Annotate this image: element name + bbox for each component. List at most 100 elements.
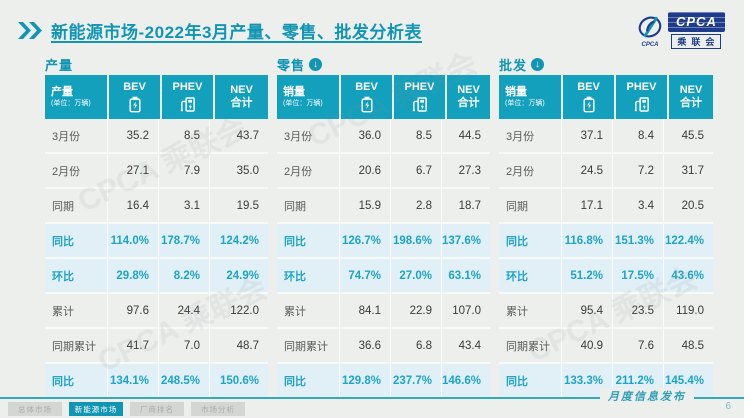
cell-value: 8.2% (158, 259, 209, 292)
table-row: 同比 116.8% 151.3% 122.4% (499, 224, 713, 259)
row-label: 同比 (284, 375, 306, 388)
cell-value: 44.5 (441, 119, 490, 152)
cell-value: 124.2% (209, 224, 268, 257)
page-title: 新能源市场-2022年3月产量、零售、批发分析表 (51, 23, 422, 42)
cpca-swoosh-icon: CPCA (636, 13, 664, 48)
section-title-row: 批发 ↓ (499, 55, 713, 74)
table-row: 累计 97.6 24.4 122.0 (45, 294, 268, 329)
cell-value: 129.8% (339, 364, 390, 397)
header-col-sublabel: 合计 (457, 97, 480, 109)
cell-value: 18.7 (441, 189, 490, 222)
tab-overall[interactable]: 总体市场 (8, 402, 62, 416)
table-row: 2月份 20.6 6.7 27.3 (277, 154, 490, 189)
table-header-row: 产量 (单位：万辆) BEV PHEV NEV 合计 (45, 75, 268, 119)
cell-value: 178.7% (158, 224, 209, 257)
row-label: 累计 (284, 305, 306, 318)
table-row: 环比 74.7% 27.0% 63.1% (277, 259, 490, 294)
cell-value: 7.2 (612, 154, 663, 187)
row-label: 同期累计 (284, 340, 328, 353)
table-row: 3月份 35.2 8.5 43.7 (45, 119, 268, 154)
release-label: 月度信息发布 (600, 388, 694, 404)
cell-value: 6.7 (390, 154, 441, 187)
cpca-logo: CPCA CPCA 乘联会 (636, 9, 734, 51)
cell-value: 119.0 (663, 294, 713, 327)
footer-tabs: 总体市场 新能源市场 厂商排名 市场分析 (8, 402, 245, 416)
cell-value: 41.7 (107, 329, 158, 362)
tab-analysis[interactable]: 市场分析 (191, 402, 245, 416)
row-label: 2月份 (52, 165, 81, 178)
cell-value: 248.5% (158, 364, 209, 397)
cell-value: 145.4% (663, 364, 713, 397)
cell-value: 74.7% (339, 259, 390, 292)
header-cell-metric: 销量 (单位：万辆) (499, 75, 561, 119)
cell-value: 31.7 (663, 154, 713, 187)
row-label: 同比 (284, 235, 306, 248)
header-cell-phev: PHEV (394, 75, 445, 119)
header-cell-phev: PHEV (162, 75, 213, 119)
header-cell-bev: BEV (341, 75, 392, 119)
cell-value: 45.5 (663, 119, 713, 152)
row-label: 同期 (284, 200, 306, 213)
cell-value: 63.1% (441, 259, 490, 292)
cell-value: 36.6 (339, 329, 390, 362)
logo-text-block: CPCA 乘联会 (668, 11, 725, 49)
section-title: 产量 (45, 58, 74, 73)
table-row: 环比 29.8% 8.2% 24.9% (45, 259, 268, 294)
logo-chinese-name: 乘联会 (671, 33, 722, 49)
cell-value: 7.6 (612, 329, 663, 362)
cell-value: 211.2% (612, 364, 663, 397)
row-label: 环比 (506, 270, 528, 283)
cell-value: 151.3% (612, 224, 663, 257)
table-row: 同期累计 41.7 7.0 48.7 (45, 329, 268, 364)
table-row: 同期 16.4 3.1 19.5 (45, 189, 268, 224)
battery-icon (128, 96, 141, 113)
cell-value: 107.0 (441, 294, 490, 327)
header-col-sublabel: 合计 (230, 97, 253, 109)
table-row: 2月份 27.1 7.9 35.0 (45, 154, 268, 189)
header-col-label: PHEV (626, 81, 657, 94)
page-number: 6 (725, 401, 731, 412)
row-label: 同期 (506, 200, 528, 213)
section-title: 零售 (277, 58, 306, 73)
table-header-row: 销量 (单位：万辆) BEV PHEV NEV 合计 (499, 75, 713, 119)
header-col-label: BEV (355, 81, 378, 94)
cell-value: 29.8% (107, 259, 158, 292)
cell-value: 3.1 (158, 189, 209, 222)
tab-ranking[interactable]: 厂商排名 (130, 402, 184, 416)
title-bar: 新能源市场-2022年3月产量、零售、批发分析表 (18, 18, 422, 43)
wholesale-table: 批发 ↓ 销量 (单位：万辆) BEV PHEV NEV 合计 3月份 37.1 8.4 45.5 2月… (499, 55, 713, 399)
cell-value: 24.9% (209, 259, 268, 292)
cell-value: 3.4 (612, 189, 663, 222)
cell-value: 198.6% (390, 224, 441, 257)
cell-value: 6.8 (390, 329, 441, 362)
double-chevron-icon (18, 22, 44, 39)
cell-value: 133.3% (561, 364, 612, 397)
cell-value: 17.1 (561, 189, 612, 222)
cell-value: 19.5 (209, 189, 268, 222)
cell-value: 8.5 (158, 119, 209, 152)
header-unit-label: (单位：万辆) (505, 100, 545, 108)
cell-value: 48.7 (209, 329, 268, 362)
row-label: 累计 (52, 305, 74, 318)
cell-value: 27.1 (107, 154, 158, 187)
table-row: 同期累计 40.9 7.6 48.5 (499, 329, 713, 364)
header-col-label: BEV (123, 81, 146, 94)
tab-nev[interactable]: 新能源市场 (69, 402, 123, 416)
cell-value: 27.0% (390, 259, 441, 292)
section-title-row: 产量 (45, 55, 268, 74)
cell-value: 146.6% (441, 364, 490, 397)
row-label: 同比 (52, 375, 74, 388)
table-row: 累计 95.4 23.5 119.0 (499, 294, 713, 329)
table-row: 2月份 24.5 7.2 31.7 (499, 154, 713, 189)
row-label: 环比 (284, 270, 306, 283)
header-cell-metric: 销量 (单位：万辆) (277, 75, 339, 119)
cell-value: 43.4 (441, 329, 490, 362)
cell-value: 7.9 (158, 154, 209, 187)
row-label: 2月份 (506, 165, 535, 178)
row-label: 同期累计 (506, 340, 550, 353)
cell-value: 23.5 (612, 294, 663, 327)
header-col-label: NEV (679, 83, 703, 96)
section-title: 批发 (499, 58, 528, 73)
cell-value: 35.0 (209, 154, 268, 187)
cell-value: 137.6% (441, 224, 490, 257)
